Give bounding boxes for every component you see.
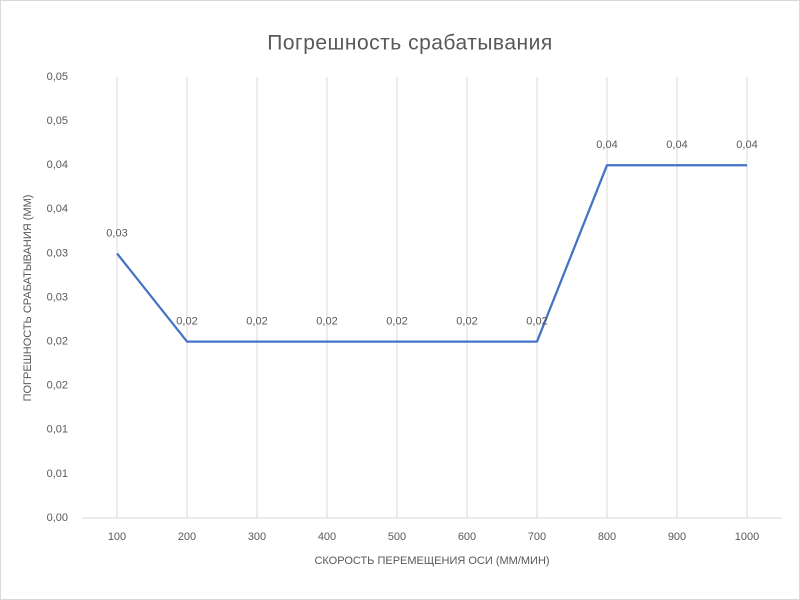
- y-tick-label: 0,01: [47, 424, 68, 436]
- x-tick-label: 200: [178, 531, 196, 543]
- data-label: 0,02: [246, 316, 267, 328]
- data-label: 0,03: [106, 227, 127, 239]
- x-tick-label: 400: [318, 531, 336, 543]
- data-label: 0,02: [456, 316, 477, 328]
- data-label: 0,02: [526, 316, 547, 328]
- x-tick-label: 600: [458, 531, 476, 543]
- data-label: 0,04: [666, 139, 687, 151]
- data-label: 0,02: [386, 316, 407, 328]
- x-axis-title: СКОРОСТЬ ПЕРЕМЕЩЕНИЯ ОСИ (ММ/МИН): [314, 555, 549, 567]
- y-tick-label: 0,03: [47, 247, 68, 259]
- y-tick-label: 0,04: [47, 159, 68, 171]
- x-tick-label: 500: [388, 531, 406, 543]
- y-tick-label: 0,02: [47, 336, 68, 348]
- y-tick-label: 0,00: [47, 512, 68, 524]
- y-tick-label: 0,02: [47, 380, 68, 392]
- y-tick-label: 0,05: [47, 115, 68, 127]
- chart-title: Погрешность срабатывания: [267, 32, 552, 55]
- x-tick-label: 300: [248, 531, 266, 543]
- x-tick-label: 800: [598, 531, 616, 543]
- y-tick-label: 0,03: [47, 291, 68, 303]
- x-tick-label: 700: [528, 531, 546, 543]
- y-axis-title: ПОГРЕШНОСТЬ СРАБАТЫВАНИЯ (ММ): [22, 195, 34, 402]
- data-label: 0,02: [176, 316, 197, 328]
- y-tick-label: 0,05: [47, 71, 68, 83]
- y-tick-label: 0,01: [47, 468, 68, 480]
- x-tick-label: 100: [108, 531, 126, 543]
- data-label: 0,02: [316, 316, 337, 328]
- data-label: 0,04: [596, 139, 617, 151]
- x-tick-label: 1000: [735, 531, 759, 543]
- y-tick-label: 0,04: [47, 203, 68, 215]
- x-tick-label: 900: [668, 531, 686, 543]
- data-label: 0,04: [736, 139, 757, 151]
- data-line: [116, 164, 747, 343]
